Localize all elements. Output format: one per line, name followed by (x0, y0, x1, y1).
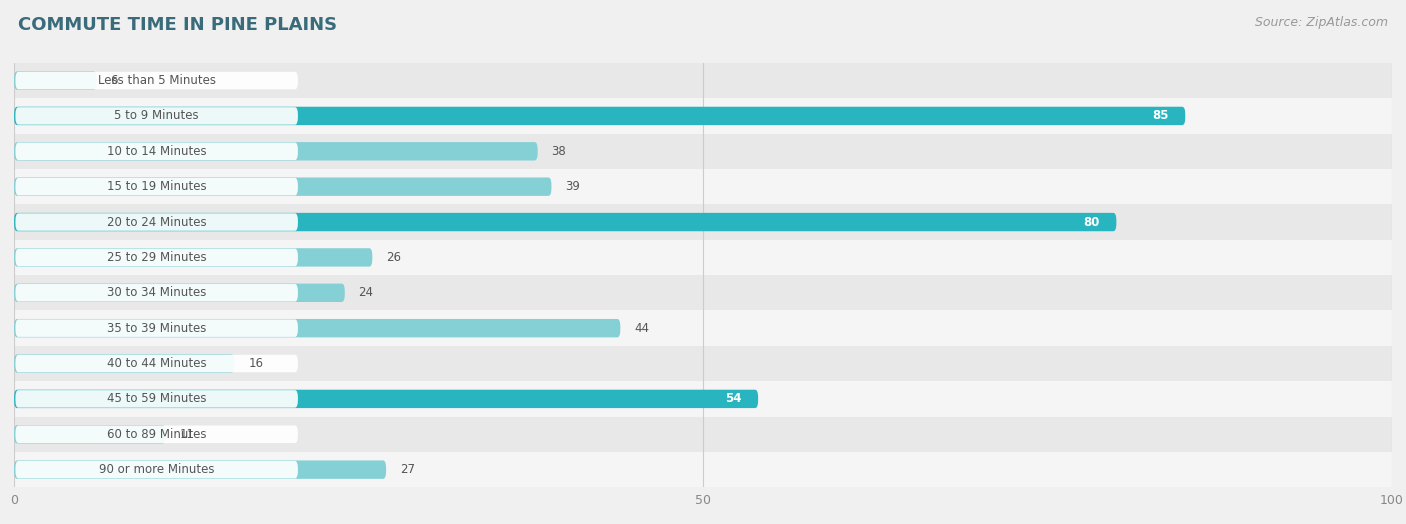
Text: 44: 44 (634, 322, 650, 335)
FancyBboxPatch shape (14, 283, 344, 302)
FancyBboxPatch shape (14, 107, 1185, 125)
Text: Less than 5 Minutes: Less than 5 Minutes (97, 74, 215, 87)
FancyBboxPatch shape (14, 248, 373, 267)
Text: 6: 6 (111, 74, 118, 87)
Bar (14, 310, 1392, 346)
FancyBboxPatch shape (15, 355, 298, 372)
FancyBboxPatch shape (15, 213, 298, 231)
FancyBboxPatch shape (15, 320, 298, 337)
Text: 38: 38 (551, 145, 567, 158)
Text: 25 to 29 Minutes: 25 to 29 Minutes (107, 251, 207, 264)
FancyBboxPatch shape (15, 143, 298, 160)
Bar (14, 452, 1392, 487)
FancyBboxPatch shape (15, 284, 298, 301)
Text: 45 to 59 Minutes: 45 to 59 Minutes (107, 392, 207, 406)
Text: 30 to 34 Minutes: 30 to 34 Minutes (107, 286, 207, 299)
Text: 35 to 39 Minutes: 35 to 39 Minutes (107, 322, 207, 335)
Bar (14, 63, 1392, 99)
Text: 26: 26 (387, 251, 401, 264)
Text: 16: 16 (249, 357, 263, 370)
Text: 10 to 14 Minutes: 10 to 14 Minutes (107, 145, 207, 158)
Bar (14, 99, 1392, 134)
FancyBboxPatch shape (15, 249, 298, 266)
FancyBboxPatch shape (14, 71, 97, 90)
Bar (14, 204, 1392, 240)
Text: COMMUTE TIME IN PINE PLAINS: COMMUTE TIME IN PINE PLAINS (18, 16, 337, 34)
Bar (14, 381, 1392, 417)
FancyBboxPatch shape (15, 461, 298, 478)
FancyBboxPatch shape (14, 354, 235, 373)
FancyBboxPatch shape (15, 425, 298, 443)
FancyBboxPatch shape (14, 213, 1116, 231)
FancyBboxPatch shape (15, 178, 298, 195)
Bar (14, 275, 1392, 310)
FancyBboxPatch shape (14, 425, 166, 443)
Text: 27: 27 (399, 463, 415, 476)
Bar (14, 169, 1392, 204)
Text: 11: 11 (180, 428, 194, 441)
FancyBboxPatch shape (15, 390, 298, 408)
Text: 60 to 89 Minutes: 60 to 89 Minutes (107, 428, 207, 441)
FancyBboxPatch shape (14, 319, 620, 337)
FancyBboxPatch shape (14, 461, 387, 479)
FancyBboxPatch shape (14, 390, 758, 408)
Text: 80: 80 (1084, 215, 1099, 228)
Text: 39: 39 (565, 180, 581, 193)
Text: Source: ZipAtlas.com: Source: ZipAtlas.com (1254, 16, 1388, 29)
FancyBboxPatch shape (14, 178, 551, 196)
Bar (14, 417, 1392, 452)
Text: 40 to 44 Minutes: 40 to 44 Minutes (107, 357, 207, 370)
FancyBboxPatch shape (15, 72, 298, 89)
FancyBboxPatch shape (14, 142, 537, 160)
Bar (14, 346, 1392, 381)
Text: 90 or more Minutes: 90 or more Minutes (98, 463, 215, 476)
Text: 5 to 9 Minutes: 5 to 9 Minutes (114, 110, 200, 123)
Text: 20 to 24 Minutes: 20 to 24 Minutes (107, 215, 207, 228)
Text: 54: 54 (725, 392, 741, 406)
Text: 24: 24 (359, 286, 374, 299)
Text: 15 to 19 Minutes: 15 to 19 Minutes (107, 180, 207, 193)
FancyBboxPatch shape (15, 107, 298, 125)
Text: 85: 85 (1153, 110, 1168, 123)
Bar (14, 134, 1392, 169)
Bar (14, 240, 1392, 275)
